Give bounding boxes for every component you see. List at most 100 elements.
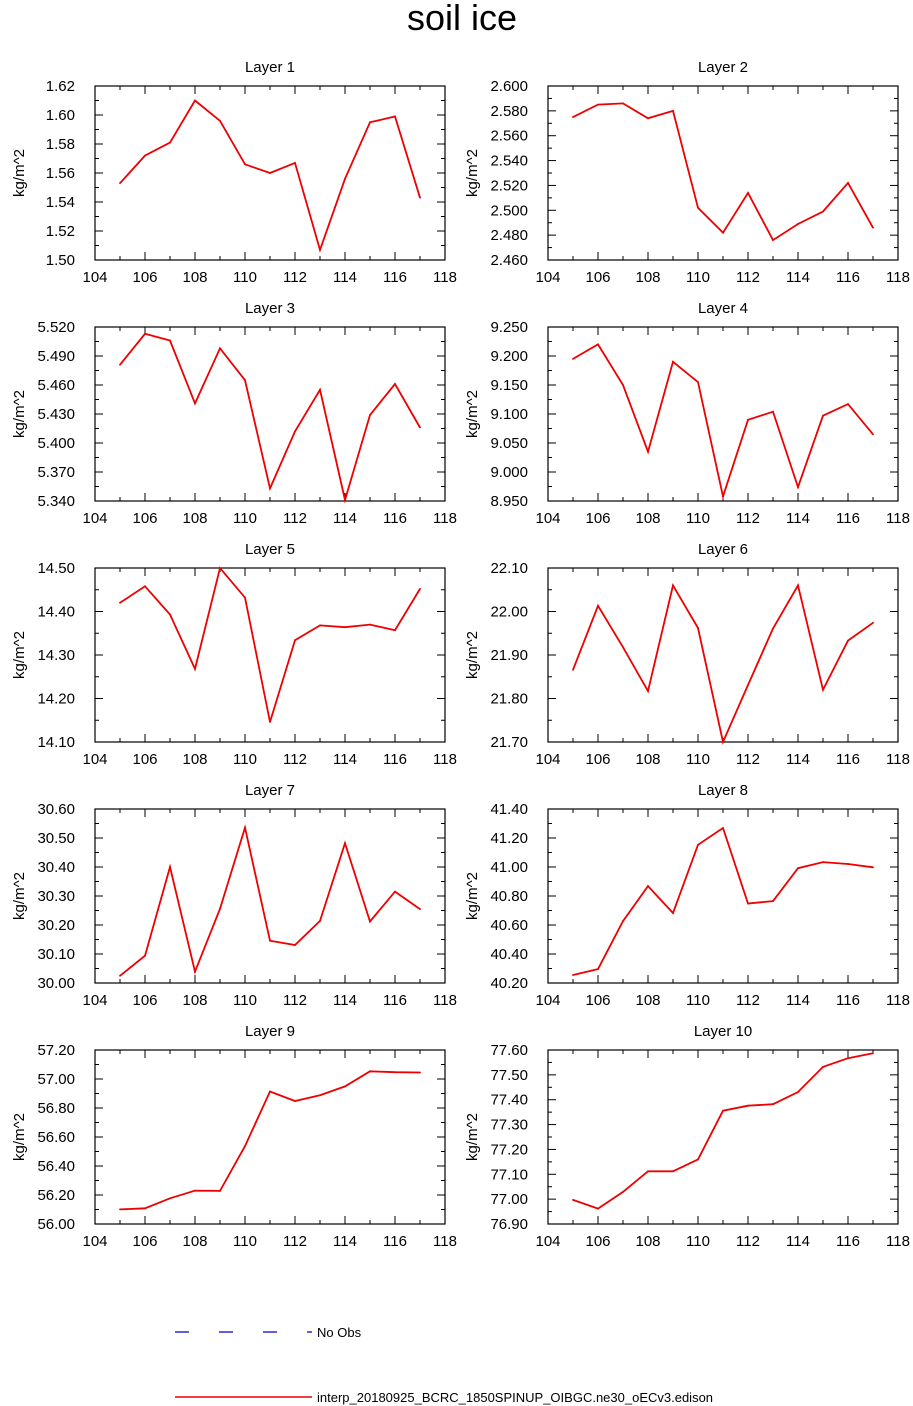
y-tick-label: 77.40 xyxy=(490,1092,528,1109)
data-point xyxy=(597,343,599,346)
x-tick-label: 114 xyxy=(333,1233,357,1250)
x-tick-label: 118 xyxy=(433,510,457,527)
panel-7: Layer 7 104 106 108 110 112 114 116 118 30.00 30.1… xyxy=(11,782,457,1009)
x-tick-label: 106 xyxy=(585,510,610,527)
data-point xyxy=(622,1191,624,1193)
x-tick-label: 104 xyxy=(82,751,107,768)
data-point xyxy=(194,99,196,102)
data-point xyxy=(722,827,724,829)
x-tick-label: 118 xyxy=(433,992,457,1009)
x-tick-label: 106 xyxy=(585,751,610,768)
data-point xyxy=(369,1070,371,1073)
x-tick-label: 116 xyxy=(836,1233,860,1250)
data-point xyxy=(572,668,574,671)
x-tick-label: 118 xyxy=(886,269,910,286)
data-point xyxy=(244,826,246,829)
x-tick-label: 106 xyxy=(132,510,157,527)
data-point xyxy=(797,223,799,225)
x-tick-label: 116 xyxy=(383,1233,407,1250)
x-tick-label: 108 xyxy=(635,510,660,527)
data-point xyxy=(294,1100,296,1102)
data-point xyxy=(747,902,749,905)
y-tick-label: 30.20 xyxy=(37,917,75,934)
data-point xyxy=(747,418,749,421)
panel-title: Layer 6 xyxy=(698,541,748,558)
data-point xyxy=(822,210,824,213)
data-point xyxy=(219,567,221,569)
plot-frame xyxy=(547,326,899,502)
y-tick-label: 41.20 xyxy=(490,830,528,847)
data-point xyxy=(722,1109,724,1112)
panel-9: Layer 9 104 106 108 110 112 114 116 118 56.00 56.2… xyxy=(11,1023,457,1250)
data-point xyxy=(169,613,171,616)
x-tick-label: 108 xyxy=(182,992,207,1009)
x-tick-label: 112 xyxy=(283,992,307,1009)
data-point xyxy=(822,688,824,691)
panel-title: Layer 1 xyxy=(245,59,295,76)
data-point xyxy=(872,866,874,869)
data-point xyxy=(144,954,146,957)
data-point xyxy=(647,450,649,453)
plot-frame xyxy=(94,1049,446,1225)
data-point xyxy=(269,939,271,942)
data-point xyxy=(597,604,599,607)
data-point xyxy=(419,426,421,429)
y-axis-label: kg/m^2 xyxy=(464,872,481,920)
data-point xyxy=(622,102,624,105)
y-tick-label: 14.30 xyxy=(37,647,75,664)
y-axis-label: kg/m^2 xyxy=(464,631,481,679)
x-tick-label: 104 xyxy=(82,992,107,1009)
series-line xyxy=(572,826,874,976)
panel-5: Layer 5 104 106 108 110 112 114 116 118 14.10 14.2… xyxy=(11,541,457,768)
x-tick-label: 114 xyxy=(786,269,810,286)
y-tick-label: 56.80 xyxy=(37,1100,75,1117)
x-tick-label: 106 xyxy=(132,992,157,1009)
data-point xyxy=(219,907,221,910)
data-point xyxy=(194,402,196,405)
data-point xyxy=(647,117,649,120)
x-tick-label: 118 xyxy=(433,1233,457,1250)
y-tick-label: 77.50 xyxy=(490,1067,528,1084)
panel-2: Layer 2 104 106 108 110 112 114 116 118 2.460 2.48… xyxy=(464,59,910,286)
data-point xyxy=(144,1207,146,1210)
y-tick-label: 1.50 xyxy=(46,252,75,269)
data-point xyxy=(369,623,371,626)
panel-title: Layer 10 xyxy=(694,1023,752,1040)
y-tick-label: 9.250 xyxy=(490,319,528,336)
x-tick-label: 108 xyxy=(635,751,660,768)
x-tick-label: 118 xyxy=(433,269,457,286)
data-point xyxy=(194,970,196,973)
data-point xyxy=(344,1085,346,1088)
data-point xyxy=(294,161,296,164)
x-tick-label: 110 xyxy=(686,269,710,286)
x-tick-label: 110 xyxy=(686,1233,710,1250)
data-point xyxy=(647,690,649,693)
data-point xyxy=(797,867,799,870)
panel-1: Layer 1 104 106 108 110 112 114 116 118 1.50 1.52 1… xyxy=(11,59,457,286)
data-point xyxy=(369,121,371,124)
y-tick-label: 2.540 xyxy=(490,153,528,170)
panel-title: Layer 7 xyxy=(245,782,295,799)
data-point xyxy=(697,1158,699,1161)
x-tick-label: 112 xyxy=(283,1233,307,1250)
x-tick-label: 108 xyxy=(182,751,207,768)
y-tick-label: 21.90 xyxy=(490,647,528,664)
data-point xyxy=(294,430,296,433)
data-point xyxy=(194,668,196,670)
y-axis-label: kg/m^2 xyxy=(11,1113,28,1161)
y-tick-label: 9.050 xyxy=(490,435,528,452)
data-point xyxy=(672,584,674,587)
y-tick-label: 41.00 xyxy=(490,859,528,876)
x-tick-label: 106 xyxy=(585,1233,610,1250)
x-tick-label: 114 xyxy=(333,992,357,1009)
data-point xyxy=(772,627,774,630)
data-point xyxy=(219,1190,221,1192)
series-line xyxy=(119,332,421,504)
data-point xyxy=(344,499,346,501)
data-point xyxy=(319,624,321,627)
x-tick-label: 116 xyxy=(836,510,860,527)
x-tick-label: 116 xyxy=(383,751,407,768)
y-tick-label: 2.460 xyxy=(490,252,528,269)
x-tick-label: 116 xyxy=(383,269,407,286)
panel-title: Layer 5 xyxy=(245,541,295,558)
